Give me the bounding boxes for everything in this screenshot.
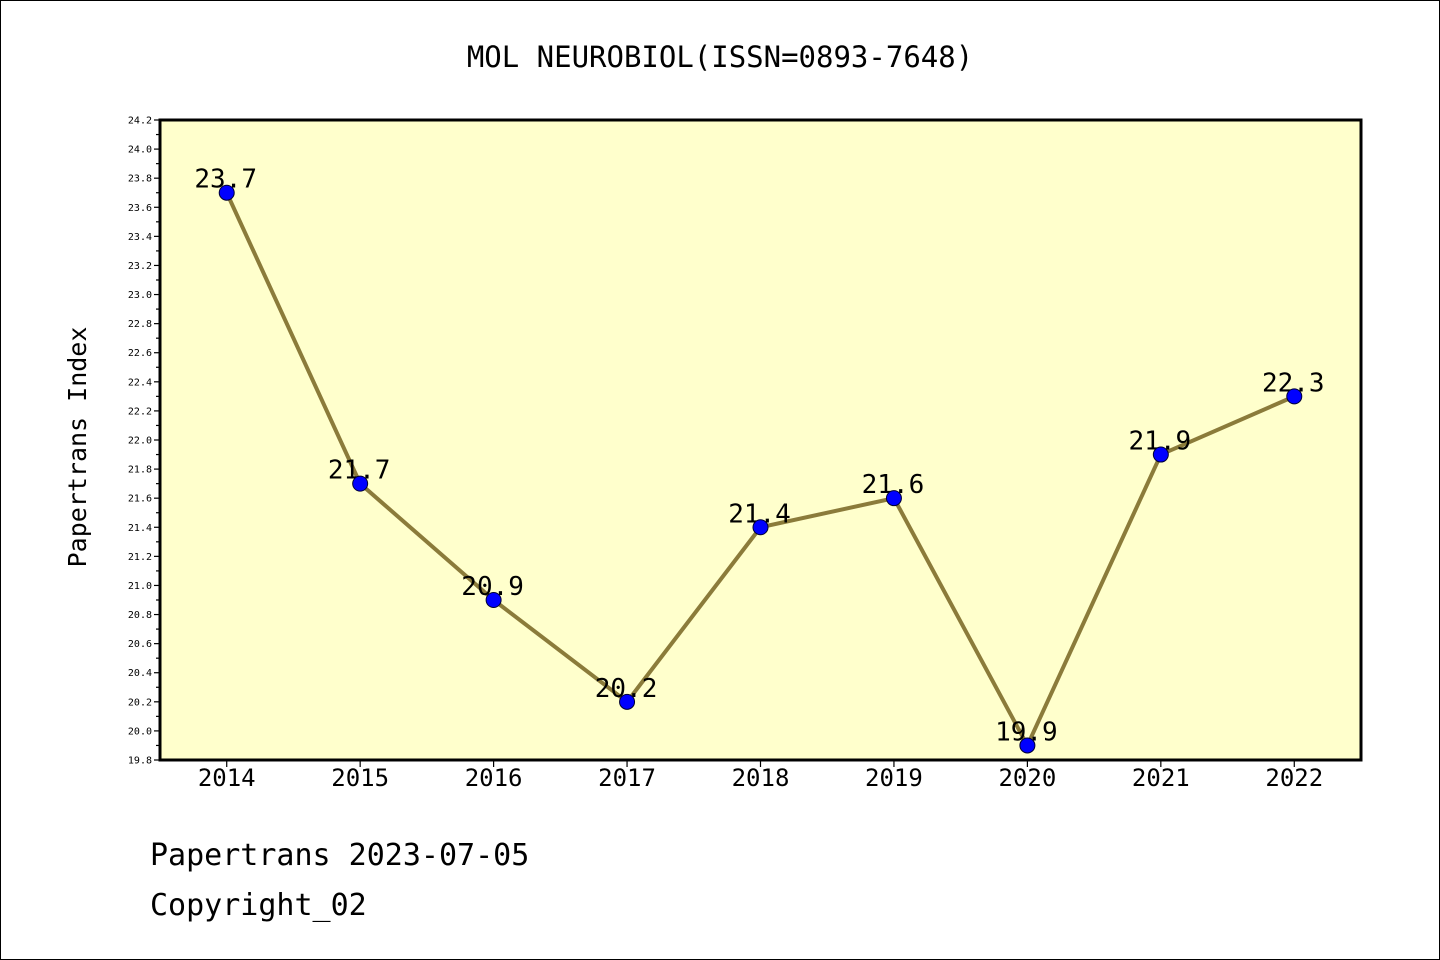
data-point bbox=[619, 693, 636, 710]
x-tick-label: 2020 bbox=[998, 764, 1056, 792]
x-tick-label: 2018 bbox=[732, 764, 790, 792]
y-tick-label: 21.4 bbox=[128, 523, 152, 534]
data-point bbox=[885, 490, 902, 507]
y-tick-label: 23.0 bbox=[128, 290, 152, 301]
y-tick-label: 24.0 bbox=[128, 145, 152, 156]
y-tick-label: 21.6 bbox=[128, 494, 152, 505]
y-tick-label: 20.2 bbox=[128, 697, 152, 708]
data-point bbox=[1152, 446, 1169, 463]
x-axis: 2014 2015 2016 2017 2018 2019 2020 2021 2022 bbox=[198, 760, 1323, 792]
y-tick-label: 21.2 bbox=[128, 552, 152, 563]
y-tick-label: 23.2 bbox=[128, 261, 152, 272]
y-tick-label: 20.8 bbox=[128, 610, 152, 621]
y-tick-label: 20.0 bbox=[128, 726, 152, 737]
plot-area bbox=[160, 120, 1361, 760]
data-point bbox=[752, 519, 769, 536]
x-tick-label: 2022 bbox=[1265, 764, 1323, 792]
y-tick-label: 22.0 bbox=[128, 436, 152, 447]
x-tick-label: 2015 bbox=[331, 764, 389, 792]
data-point bbox=[1286, 388, 1303, 405]
y-tick-label: 21.8 bbox=[128, 465, 152, 476]
y-axis: 19.8 20.0 20.2 20.4 20.6 20.8 21.0 21.2 21.4 21.6… bbox=[128, 116, 160, 767]
y-tick-label: 20.6 bbox=[128, 639, 152, 650]
y-tick-label: 22.2 bbox=[128, 406, 152, 417]
y-tick-label: 23.6 bbox=[128, 203, 152, 214]
data-labels: 23.721.720.920.221.421.619.921.922.3 bbox=[194, 165, 1324, 748]
data-point bbox=[352, 475, 369, 492]
data-point bbox=[218, 184, 235, 201]
footer-date: Papertrans 2023-07-05 bbox=[150, 838, 529, 873]
x-tick-label: 2019 bbox=[865, 764, 923, 792]
y-tick-label: 24.2 bbox=[128, 116, 152, 127]
x-tick-label: 2014 bbox=[198, 764, 256, 792]
y-tick-label: 20.4 bbox=[128, 668, 152, 679]
x-tick-label: 2016 bbox=[465, 764, 523, 792]
chart-title: MOL NEUROBIOL(ISSN=0893-7648) bbox=[467, 40, 973, 74]
y-tick-label: 22.8 bbox=[128, 319, 152, 330]
data-markers bbox=[218, 184, 1303, 754]
y-tick-label: 22.4 bbox=[128, 377, 152, 388]
y-tick-label: 23.4 bbox=[128, 232, 152, 243]
x-tick-label: 2017 bbox=[598, 764, 656, 792]
footer-copyright: Copyright_02 bbox=[150, 888, 367, 923]
y-tick-label: 21.0 bbox=[128, 581, 152, 592]
data-point bbox=[1019, 737, 1036, 754]
y-axis-label: Papertrans Index bbox=[63, 327, 92, 568]
data-point bbox=[485, 592, 502, 608]
y-tick-label: 23.8 bbox=[128, 174, 152, 185]
y-tick-label: 19.8 bbox=[128, 756, 152, 767]
y-tick-label: 22.6 bbox=[128, 348, 152, 359]
plot-frame bbox=[158, 118, 1363, 762]
x-tick-label: 2021 bbox=[1132, 764, 1190, 792]
